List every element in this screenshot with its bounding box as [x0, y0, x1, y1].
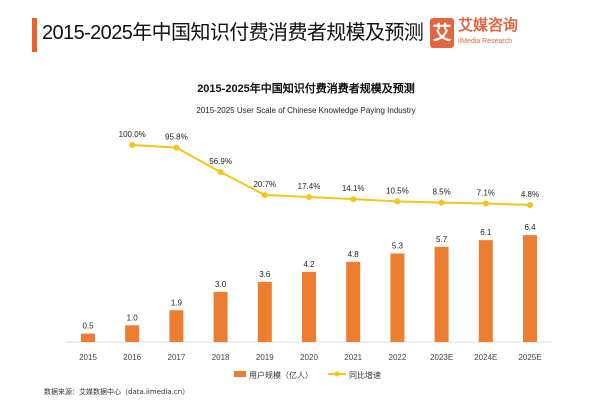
bar — [478, 240, 493, 342]
legend-bar-label: 用户规模（亿人） — [249, 370, 313, 380]
bar-label: 5.3 — [392, 241, 404, 250]
growth-label: 56.9% — [209, 157, 232, 166]
legend-bar-swatch — [234, 371, 246, 377]
bar-label: 4.2 — [303, 260, 315, 269]
logo-subtext: iiMedia Research — [458, 38, 513, 45]
x-tick-label: 2018 — [212, 353, 230, 362]
growth-label: 8.5% — [432, 188, 450, 197]
bar — [81, 333, 95, 342]
x-tick-label: 2015 — [79, 353, 97, 362]
growth-point — [261, 191, 268, 198]
growth-line — [132, 144, 531, 206]
x-tick-label: 2021 — [344, 353, 362, 362]
bar-label: 1.9 — [171, 298, 183, 307]
bar — [434, 246, 449, 342]
legend-line-marker — [334, 371, 340, 377]
x-tick-label: 2017 — [168, 353, 186, 362]
bar — [390, 253, 405, 342]
bar — [213, 291, 228, 342]
bar — [169, 310, 184, 342]
growth-label: 100.0% — [119, 130, 146, 139]
data-source: 数据来源：艾媒数据中心（data.iimedia.cn） — [44, 388, 190, 396]
growth-point — [482, 200, 489, 207]
x-tick-label: 2019 — [256, 353, 274, 362]
growth-label: 4.8% — [521, 190, 539, 199]
growth-label: 14.1% — [342, 184, 365, 193]
growth-label: 7.1% — [477, 189, 495, 198]
bar-label: 0.5 — [82, 322, 94, 331]
bar — [125, 325, 140, 342]
growth-point — [350, 196, 357, 203]
growth-point — [438, 199, 445, 206]
growth-point — [217, 169, 224, 176]
bar-label: 5.7 — [436, 235, 448, 244]
bar — [302, 271, 316, 342]
page-title: 2015-2025年中国知识付费消费者规模及预测 — [42, 22, 424, 44]
x-tick-label: 2025E — [518, 353, 541, 362]
legend-line-label: 同比增速 — [349, 370, 381, 380]
growth-label: 17.4% — [298, 182, 321, 191]
bar-label: 4.8 — [348, 250, 360, 259]
growth-point — [306, 194, 312, 201]
growth-point — [527, 201, 533, 208]
growth-point — [394, 198, 401, 205]
growth-label: 10.5% — [386, 186, 409, 195]
bar — [257, 281, 272, 342]
chart-title: 2015-2025年中国知识付费消费者规模及预测 — [197, 81, 415, 95]
growth-label: 95.8% — [165, 133, 188, 142]
chart-subtitle: 2015-2025 User Scale of Chinese Knowledg… — [196, 106, 415, 115]
logo-text: 艾媒咨询 — [458, 16, 519, 34]
x-tick-label: 2020 — [300, 353, 318, 362]
logo-icon: 艾 — [430, 18, 454, 48]
growth-point — [129, 142, 136, 148]
bar — [523, 235, 537, 342]
x-tick-label: 2022 — [389, 353, 407, 362]
bar-label: 6.1 — [480, 228, 492, 237]
bar-label: 1.0 — [127, 313, 139, 322]
bar-label: 3.6 — [259, 270, 271, 279]
bar — [346, 261, 361, 342]
bar-label: 3.0 — [215, 280, 227, 289]
x-tick-label: 2016 — [123, 353, 141, 362]
x-tick-label: 2024E — [474, 353, 497, 362]
growth-point — [173, 144, 180, 151]
title-accent-bar — [32, 18, 37, 52]
x-tick-label: 2023E — [430, 353, 453, 362]
bar-label: 6.4 — [524, 223, 536, 232]
growth-label: 20.7% — [253, 180, 276, 189]
